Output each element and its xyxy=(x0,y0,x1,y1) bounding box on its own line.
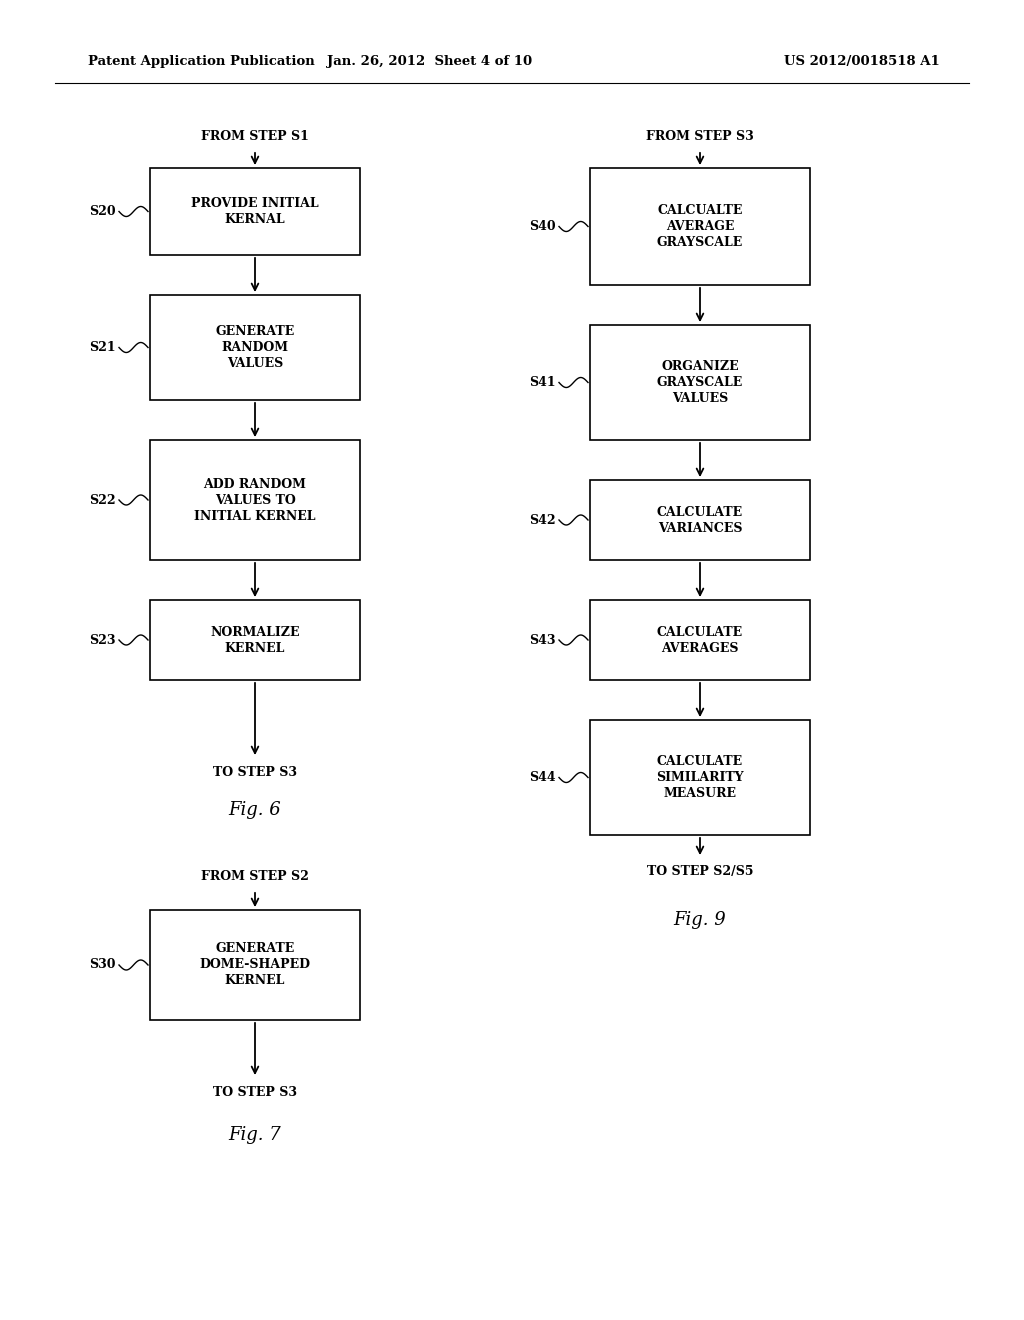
Text: S44: S44 xyxy=(529,771,556,784)
Text: CALCULATE
SIMILARITY
MEASURE: CALCULATE SIMILARITY MEASURE xyxy=(656,755,743,800)
Text: TO STEP S2/S5: TO STEP S2/S5 xyxy=(647,866,754,879)
Text: Fig. 7: Fig. 7 xyxy=(228,1126,282,1144)
Text: S40: S40 xyxy=(529,220,556,234)
Text: FROM STEP S2: FROM STEP S2 xyxy=(201,870,309,883)
Text: S43: S43 xyxy=(529,634,556,647)
Text: Fig. 9: Fig. 9 xyxy=(674,911,726,929)
Bar xyxy=(590,325,810,440)
Bar xyxy=(150,440,360,560)
Text: CALCULATE
AVERAGES: CALCULATE AVERAGES xyxy=(657,626,743,655)
Text: Jan. 26, 2012  Sheet 4 of 10: Jan. 26, 2012 Sheet 4 of 10 xyxy=(328,55,532,69)
Bar xyxy=(150,909,360,1020)
Text: US 2012/0018518 A1: US 2012/0018518 A1 xyxy=(784,55,940,69)
Text: CALCULATE
VARIANCES: CALCULATE VARIANCES xyxy=(657,506,743,535)
Bar xyxy=(590,601,810,680)
Text: FROM STEP S1: FROM STEP S1 xyxy=(201,129,309,143)
Text: Fig. 6: Fig. 6 xyxy=(228,801,282,818)
Text: S42: S42 xyxy=(529,513,556,527)
Text: PROVIDE INITIAL
KERNAL: PROVIDE INITIAL KERNAL xyxy=(191,197,318,226)
Text: GENERATE
RANDOM
VALUES: GENERATE RANDOM VALUES xyxy=(215,325,295,370)
Text: TO STEP S3: TO STEP S3 xyxy=(213,766,297,779)
Text: S41: S41 xyxy=(529,376,556,389)
Bar xyxy=(150,168,360,255)
Bar xyxy=(150,294,360,400)
Text: TO STEP S3: TO STEP S3 xyxy=(213,1085,297,1098)
Text: ADD RANDOM
VALUES TO
INITIAL KERNEL: ADD RANDOM VALUES TO INITIAL KERNEL xyxy=(195,478,315,523)
Text: S21: S21 xyxy=(89,341,116,354)
Bar xyxy=(590,480,810,560)
Text: GENERATE
DOME-SHAPED
KERNEL: GENERATE DOME-SHAPED KERNEL xyxy=(200,942,310,987)
Text: Patent Application Publication: Patent Application Publication xyxy=(88,55,314,69)
Text: S22: S22 xyxy=(89,494,116,507)
Text: NORMALIZE
KERNEL: NORMALIZE KERNEL xyxy=(210,626,300,655)
Text: FROM STEP S3: FROM STEP S3 xyxy=(646,129,754,143)
Text: CALCUALTE
AVERAGE
GRAYSCALE: CALCUALTE AVERAGE GRAYSCALE xyxy=(656,205,743,249)
Text: S30: S30 xyxy=(89,958,116,972)
Text: S23: S23 xyxy=(89,634,116,647)
Text: S20: S20 xyxy=(89,205,116,218)
Bar xyxy=(590,168,810,285)
Bar xyxy=(150,601,360,680)
Bar xyxy=(590,719,810,836)
Text: ORGANIZE
GRAYSCALE
VALUES: ORGANIZE GRAYSCALE VALUES xyxy=(656,360,743,405)
